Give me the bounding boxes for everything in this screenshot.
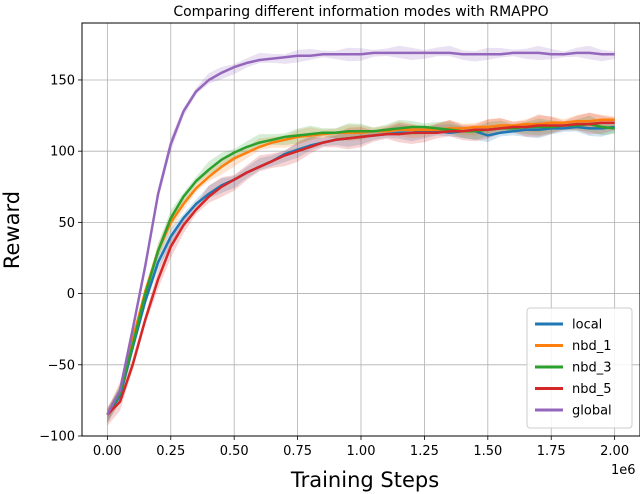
chart-title: Comparing different information modes wi… — [173, 4, 548, 20]
x-tick-label: 1.75 — [537, 444, 566, 459]
y-tick-label: 50 — [58, 216, 75, 231]
y-tick-label: −100 — [39, 430, 75, 445]
x-axis-label: Training Steps — [290, 468, 439, 492]
legend-box — [526, 307, 633, 429]
legend-label-local: local — [572, 318, 602, 333]
y-axis-ticks: −100 −50 0 50 100 150 — [39, 73, 82, 445]
x-axis-offset: 1e6 — [611, 463, 636, 478]
legend-label-nbd-5: nbd_5 — [572, 382, 612, 397]
line-nbd-5 — [106, 121, 615, 416]
legend-label-nbd-3: nbd_3 — [572, 361, 612, 376]
y-tick-label: 0 — [67, 287, 75, 302]
x-axis-ticks: 0.00 0.25 0.50 0.75 1.00 1.25 1.50 1.75 2.00 — [93, 436, 629, 459]
legend-label-global: global — [572, 404, 612, 419]
x-tick-label: 1.00 — [347, 444, 376, 459]
x-tick-label: 0.75 — [283, 444, 312, 459]
series-lines — [106, 51, 615, 416]
grid — [82, 23, 640, 437]
x-tick-label: 1.25 — [410, 444, 439, 459]
x-tick-label: 2.00 — [600, 444, 629, 459]
x-tick-label: 0.50 — [220, 444, 249, 459]
legend-label-nbd-1: nbd_1 — [572, 339, 612, 354]
x-tick-label: 0.00 — [93, 444, 122, 459]
x-tick-label: 0.25 — [156, 444, 185, 459]
x-tick-label: 1.50 — [473, 444, 502, 459]
y-tick-label: 100 — [50, 145, 75, 160]
y-tick-label: −50 — [48, 358, 75, 373]
line-global — [106, 51, 615, 416]
y-tick-label: 150 — [50, 73, 75, 88]
y-axis-label: Reward — [0, 191, 24, 269]
line-nbd-1 — [106, 118, 615, 416]
